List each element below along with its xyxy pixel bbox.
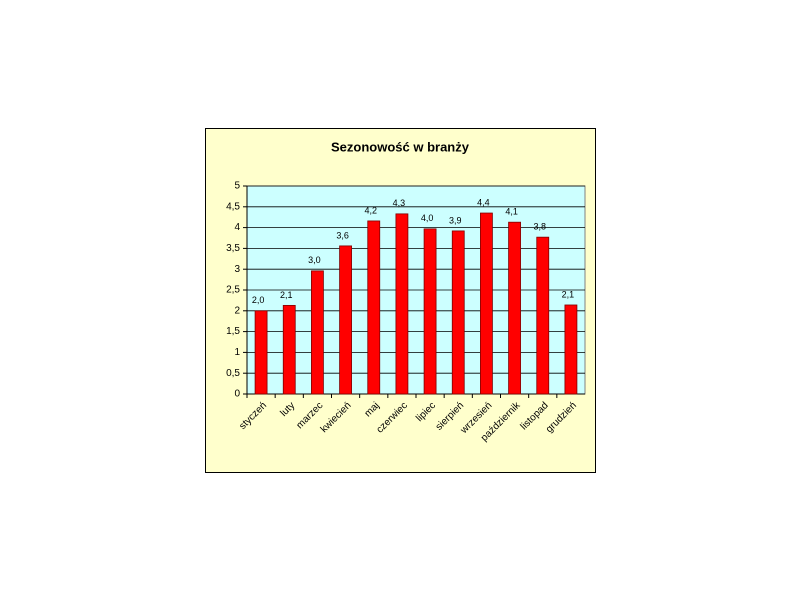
bar (311, 270, 324, 395)
bar (508, 221, 521, 395)
value-label: 3,0 (308, 255, 321, 265)
value-label: 4,2 (364, 205, 377, 215)
value-label: 3,9 (449, 215, 462, 225)
y-tick-label: 5 (234, 181, 240, 192)
y-tick-label: 0 (234, 389, 240, 400)
bar (282, 304, 296, 395)
y-tick-label: 1,5 (226, 326, 240, 337)
bar (423, 228, 437, 395)
bar (395, 213, 409, 395)
value-label: 3,8 (533, 222, 546, 232)
value-label: 4,0 (421, 213, 434, 223)
bar (536, 236, 550, 395)
value-label: 3,6 (336, 230, 349, 240)
value-label: 4,3 (393, 198, 406, 208)
y-tick-label: 4,5 (226, 201, 240, 212)
chart-title: Sezonowość w branży (331, 139, 470, 154)
y-tick-label: 3 (234, 264, 240, 275)
y-tick-label: 4 (234, 222, 240, 233)
bar (480, 212, 493, 395)
bar (564, 304, 578, 395)
value-label: 4,1 (505, 207, 518, 217)
value-label: 2,1 (562, 289, 575, 299)
y-tick-label: 2 (234, 305, 240, 316)
bar (451, 230, 465, 395)
bar (367, 220, 381, 395)
value-label: 2,0 (252, 295, 265, 305)
value-label: 4,4 (477, 197, 490, 207)
y-tick-label: 3,5 (226, 243, 240, 254)
bar (339, 245, 352, 395)
y-tick-label: 0,5 (226, 368, 240, 379)
value-label: 2,1 (280, 290, 293, 300)
bar (254, 310, 268, 395)
y-tick-label: 1 (234, 347, 240, 358)
y-tick-label: 2,5 (226, 285, 240, 296)
